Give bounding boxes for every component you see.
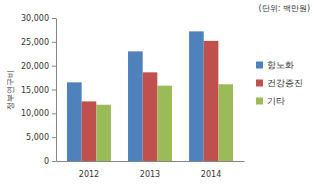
plot: 0 5,000 10,000 15,000 20,000 25,000 30,000 2012… xyxy=(21,14,245,179)
legend-swatch xyxy=(256,98,263,105)
y-tick-mark xyxy=(52,42,56,43)
legend-item: 기타 xyxy=(256,96,285,106)
chart: 0 5,000 10,000 15,000 20,000 25,000 30,000 2012… xyxy=(0,0,316,193)
y-axis-line xyxy=(56,19,57,162)
y-tick-mark xyxy=(52,113,56,114)
bar xyxy=(82,101,97,161)
bar xyxy=(189,31,204,161)
x-tick-label: 2012 xyxy=(79,170,99,179)
bar xyxy=(67,82,82,161)
x-axis: 2012 2013 2014 xyxy=(57,162,245,179)
x-tick: 2012 xyxy=(79,170,99,179)
legend-item: 건강증진 xyxy=(256,78,303,88)
y-tick-label: 0 xyxy=(44,157,49,166)
y-tick: 30,000 xyxy=(21,14,56,23)
y-tick-label: 15,000 xyxy=(21,86,49,95)
y-tick-mark xyxy=(52,161,56,162)
legend-swatch xyxy=(256,62,263,69)
subtitle: (단위: 백만원) xyxy=(259,4,310,13)
y-tick-label: 30,000 xyxy=(21,14,49,23)
x-axis-line xyxy=(57,161,245,162)
bar xyxy=(204,41,219,161)
legend-label: 항노화 xyxy=(267,60,294,70)
y-tick-mark xyxy=(52,66,56,67)
y-tick-mark xyxy=(52,90,56,91)
y-tick: 10,000 xyxy=(21,109,56,118)
x-tick: 2014 xyxy=(201,170,221,179)
bar xyxy=(157,86,172,161)
bar xyxy=(143,72,158,161)
legend-swatch xyxy=(256,80,263,87)
y-tick: 15,000 xyxy=(21,86,56,95)
y-tick: 25,000 xyxy=(21,38,56,47)
y-tick-mark xyxy=(52,137,56,138)
y-tick: 0 xyxy=(44,157,56,166)
y-tick-label: 5,000 xyxy=(26,133,49,142)
bar xyxy=(96,105,111,161)
legend-label: 건강증진 xyxy=(267,78,303,88)
x-tick-label: 2013 xyxy=(140,170,160,179)
legend-item: 항노화 xyxy=(256,60,294,70)
bar xyxy=(218,84,233,161)
y-tick: 5,000 xyxy=(26,133,56,142)
y-tick-label: 25,000 xyxy=(21,38,49,47)
y-tick-mark xyxy=(52,18,56,19)
x-tick: 2013 xyxy=(140,170,160,179)
y-tick-label: 20,000 xyxy=(21,62,49,71)
bars xyxy=(67,31,233,161)
x-tick-label: 2014 xyxy=(201,170,221,179)
bar xyxy=(128,51,143,161)
legend: 항노화건강증진기타 xyxy=(256,60,303,106)
y-label: 정부연구비 xyxy=(6,70,15,110)
y-axis: 0 5,000 10,000 15,000 20,000 25,000 30,000 xyxy=(21,14,57,166)
legend-label: 기타 xyxy=(267,96,285,106)
y-tick-label: 10,000 xyxy=(21,109,49,118)
y-tick: 20,000 xyxy=(21,62,56,71)
